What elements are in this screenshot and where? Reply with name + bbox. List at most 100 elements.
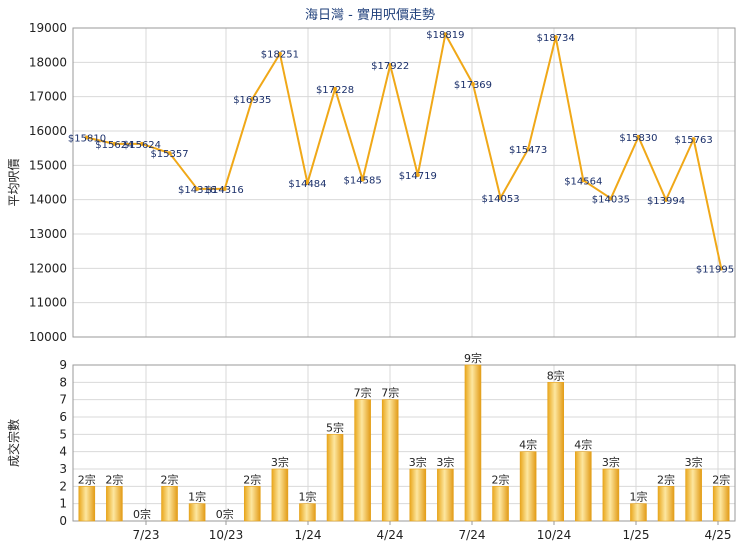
volume-data-label: 3宗: [602, 455, 620, 469]
price-point: [719, 266, 724, 271]
volume-bar: [519, 451, 537, 522]
volume-bar: [464, 364, 482, 522]
volume-bar: [326, 434, 344, 522]
price-data-label: $15810: [68, 134, 106, 145]
price-point: [415, 172, 420, 177]
y-tick-label: 18000: [29, 55, 67, 69]
price-point: [470, 81, 475, 86]
volume-data-label: 9宗: [464, 351, 482, 365]
y-tick-label: 19000: [29, 21, 67, 35]
volume-data-label: 3宗: [436, 455, 454, 469]
volume-bar: [243, 486, 261, 522]
volume-bar: [409, 468, 427, 522]
y-tick-label: 7: [59, 393, 67, 407]
volume-bar: [78, 486, 96, 522]
price-point: [498, 195, 503, 200]
volume-bar: [712, 486, 730, 522]
volume-data-label: 2宗: [657, 472, 675, 486]
price-point: [526, 147, 531, 152]
y-tick-label: 0: [59, 514, 67, 528]
y-tick-label: 6: [59, 410, 67, 424]
price-point: [636, 134, 641, 139]
x-tick-label: 1/24: [295, 528, 322, 542]
volume-data-label: 7宗: [381, 386, 399, 400]
x-tick-label: 7/23: [133, 528, 160, 542]
price-point: [112, 141, 117, 146]
volume-bar: [602, 468, 620, 522]
volume-bar: [657, 486, 675, 522]
y-axis-title: 平均呎價: [7, 158, 21, 206]
price-data-label: $17369: [454, 80, 492, 91]
price-point: [277, 51, 282, 56]
volume-bar: [299, 503, 316, 522]
price-data-label: $14053: [481, 194, 519, 205]
price-data-label: $14585: [344, 176, 382, 187]
y-tick-label: 15000: [29, 158, 67, 172]
price-point: [691, 137, 696, 142]
volume-bar: [547, 382, 565, 522]
price-data-label: $15624: [123, 140, 161, 151]
price-data-label: $17228: [316, 85, 354, 96]
volume-data-label: 5宗: [326, 420, 344, 434]
price-point: [167, 151, 172, 156]
price-point: [305, 181, 310, 186]
x-tick-label: 10/23: [209, 528, 244, 542]
price-point: [195, 186, 200, 191]
plot-frame: [72, 364, 736, 522]
y-axis-title: 成交宗數: [6, 419, 21, 467]
x-tick-label: 4/24: [377, 528, 404, 542]
volume-data-label: 7宗: [354, 386, 372, 400]
x-tick-label: 10/24: [537, 528, 572, 542]
volume-data-label: 4宗: [574, 438, 592, 452]
x-tick-label: 7/24: [459, 528, 486, 542]
volume-bar: [354, 399, 371, 522]
price-point: [388, 63, 393, 68]
price-point: [608, 196, 613, 201]
price-point: [664, 197, 669, 202]
price-data-label: $13994: [647, 196, 685, 207]
volume-data-label: 2宗: [78, 472, 96, 486]
volume-bar: [161, 486, 178, 522]
x-tick-label: 1/25: [623, 528, 650, 542]
y-tick-label: 16000: [29, 124, 67, 138]
volume-data-label: 2宗: [161, 472, 179, 486]
price-data-label: $17922: [371, 61, 409, 72]
volume-bar: [574, 451, 592, 522]
volume-data-label: 2宗: [712, 472, 730, 486]
y-tick-label: 12000: [29, 261, 67, 275]
y-tick-label: 10000: [29, 330, 67, 344]
price-data-label: $14719: [399, 171, 437, 182]
y-tick-label: 2: [59, 479, 67, 493]
price-data-label: $16935: [233, 95, 271, 106]
volume-bar: [630, 503, 647, 522]
volume-bar-chart: 0 1 2 3 4 5 6 7 8 9 成交宗數 2宗 2宗 0宗 2宗 1宗 0宗 2宗 3宗 1宗 5宗 7宗 7宗 3宗…: [6, 351, 736, 542]
y-tick-label: 17000: [29, 90, 67, 104]
y-tick-label: 11000: [29, 296, 67, 310]
volume-bar: [271, 468, 289, 522]
volume-bar: [685, 468, 702, 522]
price-data-label: $18819: [426, 30, 464, 41]
price-data-label: $14564: [564, 176, 602, 187]
price-data-label: $14484: [288, 179, 326, 190]
y-tick-label: 3: [59, 462, 67, 476]
y-tick-label: 8: [59, 375, 67, 389]
price-data-label: $15763: [675, 135, 713, 146]
volume-data-label: 0宗: [133, 507, 151, 521]
price-series-line: [86, 33, 723, 269]
price-data-label: $15830: [619, 133, 657, 144]
price-point: [553, 35, 558, 40]
volume-data-label: 1宗: [629, 490, 647, 504]
price-data-label: $14035: [592, 194, 630, 205]
volume-data-label: 0宗: [216, 507, 234, 521]
volume-bar: [188, 503, 206, 522]
y-tick-label: 4: [59, 445, 67, 459]
volume-data-label: 3宗: [409, 455, 427, 469]
price-point: [139, 141, 144, 146]
y-tick-label: 13000: [29, 227, 67, 241]
chart-title: 海日灣 - 實用呎價走勢: [305, 7, 435, 23]
price-point: [250, 96, 255, 101]
volume-bar: [106, 486, 123, 522]
price-data-label: $15624: [95, 140, 133, 151]
price-data-label: $15357: [150, 149, 188, 160]
